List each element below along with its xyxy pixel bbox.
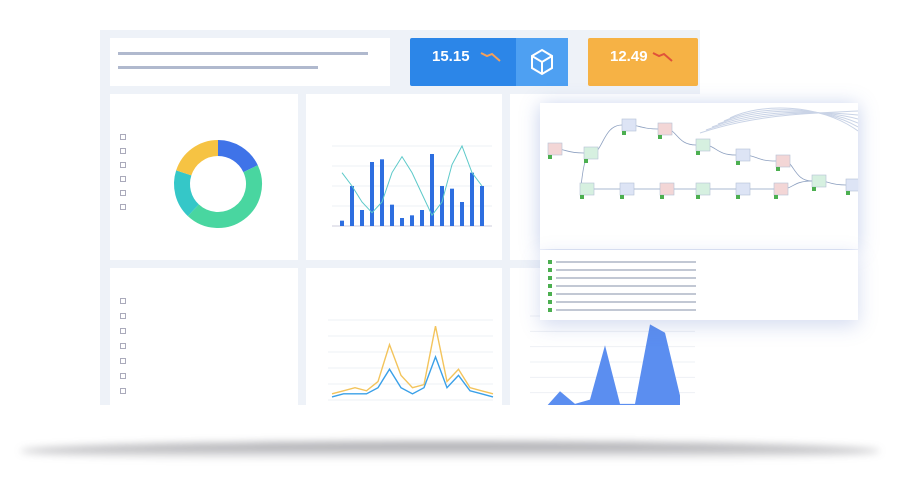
bar [450,188,454,226]
legend-item[interactable] [120,148,129,154]
bar [400,218,404,226]
list-item[interactable] [548,260,698,265]
kpi-card-primary[interactable]: 15.15 [410,38,568,86]
flow-node [621,118,637,132]
list-item[interactable] [548,300,698,305]
line-series [331,326,494,395]
bar [370,162,374,226]
line-chart [328,319,494,401]
legend-item[interactable] [120,190,129,196]
line-panel [306,268,502,405]
flow-port [774,195,778,199]
flow-node [735,182,751,196]
bar [430,154,434,226]
bar [380,159,384,226]
flow-node [619,182,635,196]
legend-item[interactable] [120,204,129,210]
flow-link [705,112,859,131]
cube-icon [531,48,553,76]
list-item[interactable] [548,268,698,273]
bar [340,220,344,226]
bar-chart [332,144,492,227]
trend-down-icon [652,52,673,62]
flow-node [547,142,563,156]
flow-port [622,131,626,135]
flow-node [579,182,595,196]
flow-link [699,110,859,134]
flow-link [711,111,859,128]
list-item[interactable] [548,308,698,313]
flow-link [729,107,859,132]
donut-slice [174,170,200,217]
board-shadow [20,442,880,460]
bar [350,186,354,226]
kpi-card-secondary[interactable]: 12.49 [588,38,698,86]
flow-port [736,195,740,199]
info-text-line [118,52,368,55]
flow-port [696,151,700,155]
flow-diagram-window[interactable] [540,103,861,249]
kpi-value: 15.15 [432,48,470,65]
donut-panel [110,94,298,260]
cube-icon-box [516,38,568,86]
flow-port [696,195,700,199]
flow-node [775,154,791,168]
flow-node [695,138,711,152]
info-text-line [118,66,318,69]
bar [410,215,414,226]
legend-item[interactable] [120,134,129,140]
flow-node [735,148,751,162]
flow-node [811,174,827,188]
donut-slice [217,140,258,173]
legend-item[interactable] [120,162,129,168]
flow-port [580,195,584,199]
flow-node [583,146,599,160]
flow-node [845,178,861,192]
list-item[interactable] [548,284,698,289]
legend-item[interactable] [120,176,129,182]
log-list-window[interactable] [540,250,858,320]
flow-port [660,195,664,199]
flow-node [657,122,673,136]
bar [480,186,484,226]
flow-port [658,135,662,139]
flow-port [584,159,588,163]
flow-link [717,110,859,125]
flow-link [723,109,859,128]
flow-diagram [547,107,861,199]
kpi-value: 12.49 [610,48,648,65]
bar [460,202,464,226]
bar [360,210,364,226]
flow-port [736,161,740,165]
flow-port [620,195,624,199]
line-series [341,144,483,217]
table-panel [110,268,298,405]
line-series [331,354,494,398]
flow-node [659,182,675,196]
list-item[interactable] [548,276,698,281]
list-item[interactable] [548,292,698,297]
flow-node [773,182,789,196]
flow-node [695,182,711,196]
bar [440,186,444,226]
trend-down-icon [480,52,501,62]
flow-port [548,155,552,159]
flow-port [812,187,816,191]
bar [390,204,394,226]
flow-port [776,167,780,171]
bar-panel [306,94,502,260]
area-series [547,324,680,405]
donut-slice [187,165,262,228]
donut-slice [176,140,219,176]
flow-port [846,191,850,195]
bar [420,210,424,226]
bar [470,172,474,226]
donut-chart [174,140,262,228]
info-card [110,38,390,86]
